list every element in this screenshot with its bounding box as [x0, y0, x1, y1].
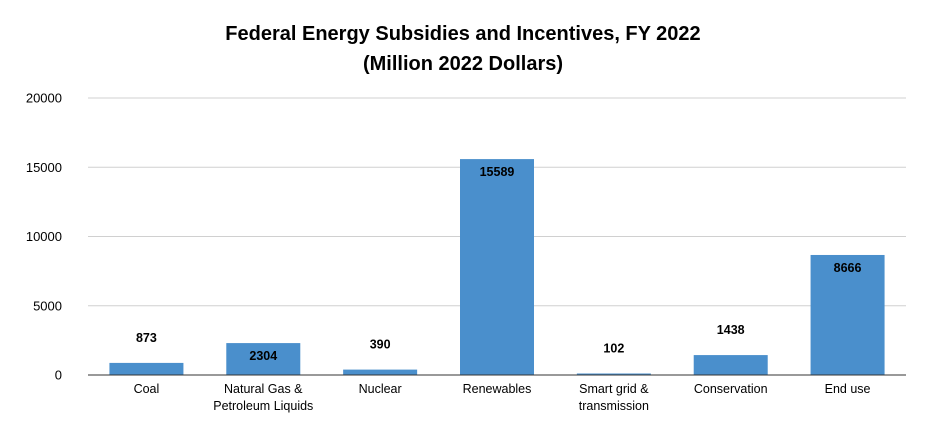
chart-title: Federal Energy Subsidies and Incentives,… — [225, 23, 700, 45]
x-category-label: Conservation — [694, 382, 768, 396]
data-label: 2304 — [249, 349, 277, 363]
x-category-line: Nuclear — [359, 382, 402, 396]
y-tick-label: 5000 — [33, 298, 62, 313]
bar — [343, 369, 418, 375]
x-category-line: Coal — [134, 382, 160, 396]
x-axis-categories: Coal Natural Gas & Petroleum Liquids Nuclea… — [134, 382, 871, 413]
data-label: 1438 — [717, 323, 745, 337]
data-label: 873 — [136, 331, 157, 345]
data-label: 102 — [603, 342, 624, 356]
bar — [109, 362, 184, 375]
chart-subtitle: (Million 2022 Dollars) — [363, 53, 563, 75]
y-tick-label: 0 — [55, 368, 62, 383]
bar — [226, 343, 301, 375]
x-category-line: Petroleum Liquids — [213, 399, 313, 413]
x-category-label: End use — [825, 382, 871, 396]
bar — [576, 373, 651, 375]
data-labels: 873 2304 390 15589 102 1438 8666 — [136, 165, 862, 363]
data-label: 15589 — [480, 165, 515, 179]
x-category-line: Conservation — [694, 382, 768, 396]
x-category-label: Nuclear — [359, 382, 402, 396]
x-category-label: Smart grid & transmission — [579, 382, 649, 413]
x-category-label: Renewables — [463, 382, 532, 396]
data-label: 8666 — [834, 261, 862, 275]
x-category-label: Coal — [134, 382, 160, 396]
bar — [693, 355, 768, 375]
x-category-line: transmission — [579, 399, 649, 413]
x-category-line: End use — [825, 382, 871, 396]
y-tick-label: 10000 — [26, 229, 62, 244]
bar — [460, 159, 534, 375]
x-category-line: Renewables — [463, 382, 532, 396]
bars — [109, 159, 885, 375]
x-category-line: Natural Gas & — [224, 382, 303, 396]
bar — [810, 254, 885, 375]
x-category-label: Natural Gas & Petroleum Liquids — [213, 382, 313, 413]
data-label: 390 — [370, 338, 391, 352]
y-tick-label: 15000 — [26, 160, 62, 175]
y-axis-ticks: 0 5000 10000 15000 20000 — [26, 91, 62, 383]
x-category-line: Smart grid & — [579, 382, 649, 396]
y-tick-label: 20000 — [26, 91, 62, 106]
